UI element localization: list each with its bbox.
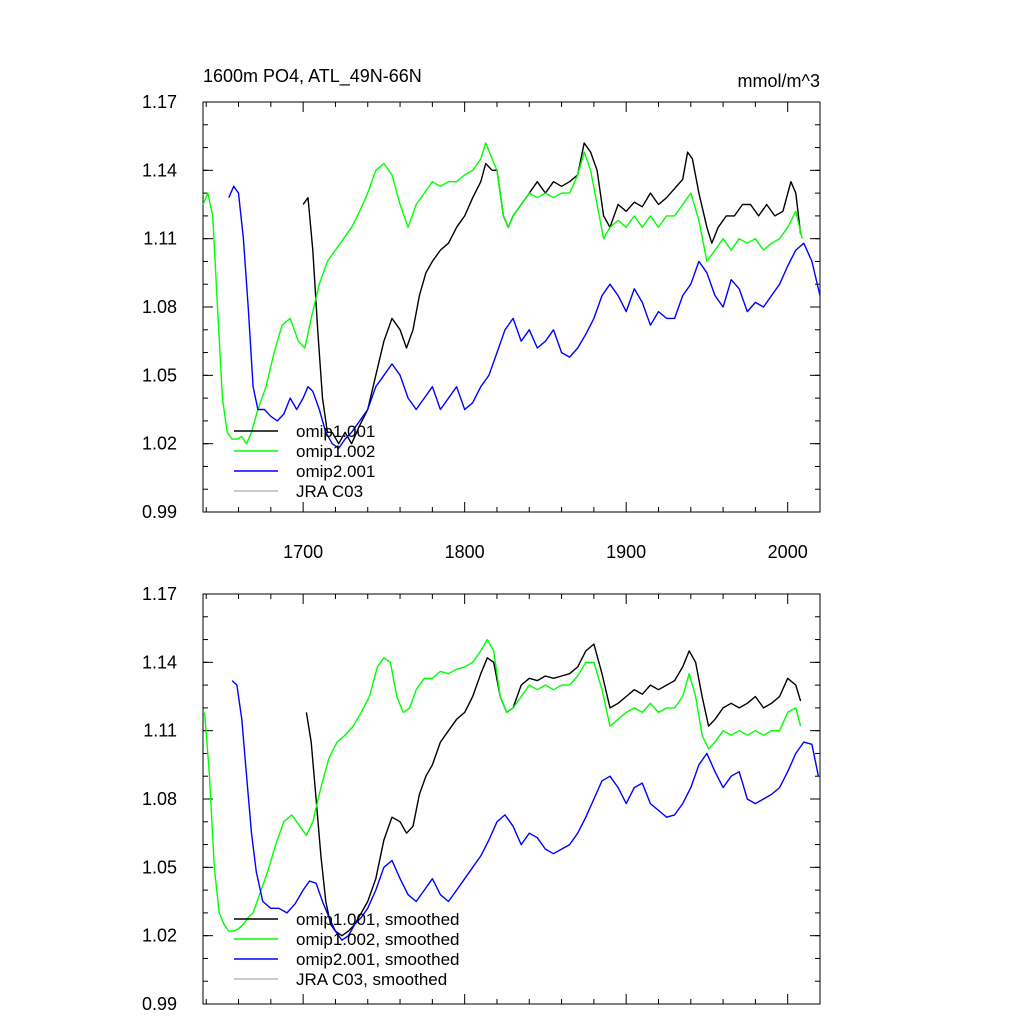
legend-label: omip1.002, smoothed xyxy=(296,930,460,949)
legend-label: omip1.001 xyxy=(296,422,375,441)
y-tick-label: 1.02 xyxy=(142,434,177,454)
series-line-omip1-001 xyxy=(302,142,802,445)
y-tick-label: 1.08 xyxy=(142,297,177,317)
y-tick-label: 0.99 xyxy=(142,994,177,1014)
legend-label: omip2.001, smoothed xyxy=(296,950,460,969)
y-tick-label: 1.08 xyxy=(142,789,177,809)
y-tick-label: 1.17 xyxy=(142,92,177,112)
y-tick-label: 0.99 xyxy=(142,502,177,522)
y-axis: 1.17 1.14 1.11 1.08 1.05 1.02 0.99 xyxy=(142,584,820,1014)
series-line-omip1-002-smoothed xyxy=(203,638,802,932)
y-tick-label: 1.02 xyxy=(142,926,177,946)
y-axis: 1.17 1.14 1.11 1.08 1.05 1.02 0.99 xyxy=(142,92,820,522)
x-tick-label: 1700 xyxy=(283,542,323,562)
y-tick-label: 1.17 xyxy=(142,584,177,604)
legend-label: omip2.001 xyxy=(296,462,375,481)
units-label: mmol/m^3 xyxy=(738,71,820,91)
series-line-omip1-002 xyxy=(202,142,803,445)
x-tick-label: 2000 xyxy=(768,542,808,562)
top-panel: 1600m PO4, ATL_49N-66N mmol/m^3 1.17 1.14… xyxy=(142,66,821,562)
x-tick-label: 1800 xyxy=(445,542,485,562)
legend-label: omip1.002 xyxy=(296,442,375,461)
series-layer xyxy=(202,142,821,449)
y-tick-label: 1.05 xyxy=(142,857,177,877)
x-axis xyxy=(205,594,821,1004)
y-tick-label: 1.11 xyxy=(143,229,177,249)
x-tick-label: 1900 xyxy=(606,542,646,562)
series-line-omip1-001-smoothed xyxy=(305,643,802,937)
y-tick-label: 1.14 xyxy=(142,652,177,672)
y-tick-label: 1.05 xyxy=(142,365,177,385)
series-line-omip2-001 xyxy=(228,185,821,449)
series-layer xyxy=(203,638,820,941)
y-tick-label: 1.11 xyxy=(143,721,177,741)
legend-label: omip1.001, smoothed xyxy=(296,910,460,929)
legend-label: JRA C03, smoothed xyxy=(296,970,447,989)
legend-label: JRA C03 xyxy=(296,482,363,501)
series-line-omip2-001-smoothed xyxy=(231,680,820,941)
x-axis: 1700 1800 1900 2000 xyxy=(205,102,821,562)
chart-title: 1600m PO4, ATL_49N-66N xyxy=(203,66,422,87)
bottom-panel: 1.17 1.14 1.11 1.08 1.05 1.02 0.99 omip1.001, … xyxy=(142,584,821,1014)
y-tick-label: 1.14 xyxy=(142,160,177,180)
